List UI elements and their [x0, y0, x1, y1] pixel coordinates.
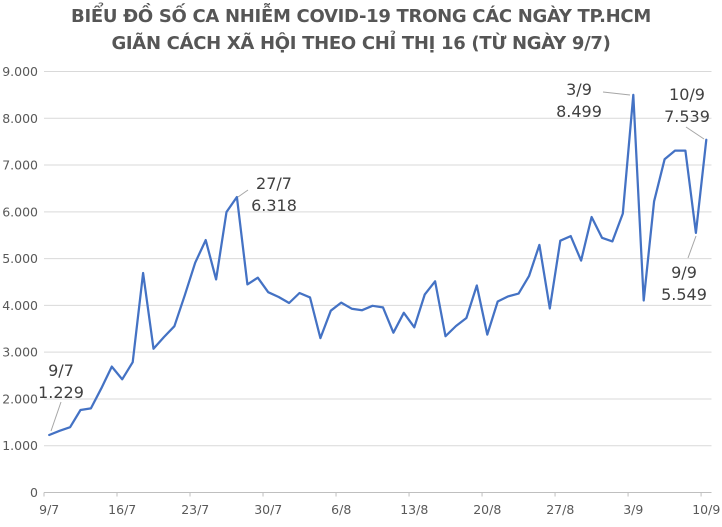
annotation-leader-line — [687, 235, 697, 259]
annotation-label: 6.318 — [251, 196, 297, 215]
annotation-leader-line — [602, 91, 631, 96]
y-axis-label: 0 — [30, 485, 38, 500]
annotation-label: 3/9 — [566, 80, 592, 99]
chart-title-line2: GIÃN CÁCH XÃ HỘI THEO CHỈ THỊ 16 (TỪ NGÀ… — [111, 33, 611, 54]
annotation-label: 1.229 — [38, 383, 84, 402]
annotation-leader-line — [685, 126, 705, 140]
y-axis-label: 2.000 — [2, 391, 38, 406]
x-axis-label: 13/8 — [400, 502, 428, 517]
x-axis-label: 30/7 — [254, 502, 282, 517]
x-axis-label: 3/9 — [623, 502, 643, 517]
y-axis-label: 9.000 — [2, 64, 38, 79]
annotation-label: 27/7 — [256, 174, 292, 193]
y-axis-label: 6.000 — [2, 204, 38, 219]
annotation-leader-line — [237, 189, 249, 198]
x-axis-label: 16/7 — [108, 502, 136, 517]
covid-cases-line — [48, 93, 708, 437]
chart-title-line1: BIỂU ĐỒ SỐ CA NHIỄM COVID-19 TRONG CÁC N… — [71, 6, 651, 27]
y-axis-label: 8.000 — [2, 111, 38, 126]
chart-title: BIỂU ĐỒ SỐ CA NHIỄM COVID-19 TRONG CÁC N… — [0, 3, 722, 57]
x-axis-label: 27/8 — [546, 502, 574, 517]
y-axis-label: 5.000 — [2, 251, 38, 266]
y-axis-label: 7.000 — [2, 158, 38, 173]
annotation-leader-line — [50, 401, 62, 432]
x-axis-label: 10/9 — [692, 502, 720, 517]
y-axis-label: 1.000 — [2, 438, 38, 453]
annotation-label: 9/7 — [48, 361, 74, 380]
y-axis-label: 4.000 — [2, 298, 38, 313]
annotation-label: 9/9 — [671, 263, 697, 282]
x-axis-label: 23/7 — [181, 502, 209, 517]
x-axis-label: 6/8 — [331, 502, 351, 517]
annotation-label: 5.549 — [661, 285, 707, 304]
annotation-label: 7.539 — [664, 107, 710, 126]
annotation-label: 10/9 — [669, 85, 705, 104]
x-axis-label: 9/7 — [39, 502, 59, 517]
x-axis-label: 20/8 — [473, 502, 501, 517]
y-axis-label: 3.000 — [2, 345, 38, 360]
annotation-label: 8.499 — [556, 102, 602, 121]
